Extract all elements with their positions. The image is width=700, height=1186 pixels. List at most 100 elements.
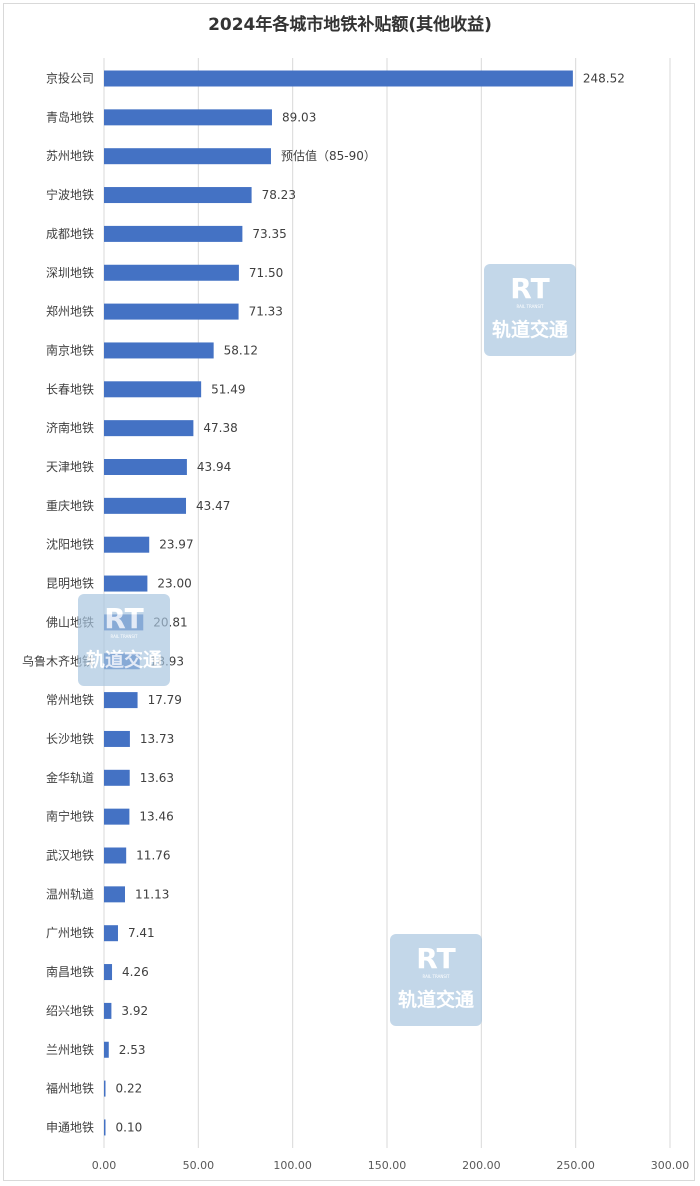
grid-layer [103, 58, 671, 1148]
bar [104, 342, 214, 359]
watermark-text: 轨道交通 [492, 318, 569, 341]
bar [104, 730, 130, 747]
x-tick-label: 0.00 [92, 1159, 117, 1172]
bar [104, 420, 194, 437]
data-label: 4.26 [122, 965, 149, 979]
data-label: 248.52 [583, 72, 625, 86]
bar [104, 459, 187, 475]
category-label: 南宁地铁 [46, 809, 94, 824]
watermark-text: 轨道交通 [86, 648, 163, 671]
bar-layer [104, 70, 573, 1136]
data-label: 0.22 [116, 1082, 143, 1096]
category-label: 京投公司 [46, 71, 94, 86]
data-label: 71.33 [249, 305, 283, 319]
category-label: 温州轨道 [46, 887, 94, 901]
data-label: 71.50 [249, 266, 283, 280]
data-label: 2.53 [119, 1043, 146, 1057]
x-tick-label: 150.00 [368, 1159, 407, 1172]
bar [104, 187, 252, 204]
data-label: 89.03 [282, 110, 316, 124]
bar [104, 264, 239, 281]
category-label: 武汉地铁 [46, 849, 94, 863]
data-label: 73.35 [252, 227, 286, 241]
bar [104, 1119, 106, 1136]
data-label: 17.79 [148, 693, 182, 707]
category-label: 苏州地铁 [46, 149, 94, 163]
bar [104, 575, 148, 592]
category-label: 南昌地铁 [46, 964, 94, 979]
data-label: 47.38 [203, 421, 237, 435]
x-tick-label: 100.00 [273, 1159, 312, 1172]
category-label: 广州地铁 [46, 926, 94, 940]
bar [104, 70, 573, 87]
watermark-background [78, 594, 170, 686]
bar [104, 808, 130, 825]
category-label: 申通地铁 [46, 1120, 94, 1134]
category-label: 深圳地铁 [46, 266, 94, 280]
category-label: 重庆地铁 [46, 499, 94, 513]
data-label: 51.49 [211, 382, 245, 396]
bar [104, 886, 125, 903]
bar [104, 1080, 106, 1097]
category-label: 兰州地铁 [46, 1043, 94, 1057]
x-tick-label: 50.00 [183, 1159, 215, 1172]
bar [104, 964, 113, 981]
watermark-background [390, 934, 482, 1026]
category-label: 长沙地铁 [46, 732, 94, 746]
category-label: 成都地铁 [46, 227, 94, 241]
watermark-text: 轨道交通 [398, 988, 475, 1011]
data-label: 43.94 [197, 460, 231, 474]
data-label: 13.46 [139, 810, 173, 824]
category-label: 郑州地铁 [46, 304, 94, 319]
category-label: 绍兴地铁 [46, 1004, 94, 1018]
data-label: 13.73 [140, 732, 174, 746]
bar [104, 769, 130, 786]
bar [104, 1002, 112, 1019]
chart-frame [3, 3, 695, 1181]
watermark-background [484, 264, 576, 356]
category-label: 南京地铁 [46, 342, 94, 357]
category-label: 济南地铁 [46, 420, 94, 435]
category-label: 福州地铁 [46, 1081, 94, 1096]
category-label: 天津地铁 [46, 460, 94, 474]
bar [104, 536, 150, 553]
category-label: 青岛地铁 [46, 109, 94, 124]
data-label: 11.13 [135, 887, 169, 901]
bar [104, 847, 127, 864]
bar [104, 692, 138, 709]
data-label: 7.41 [128, 926, 155, 940]
category-label: 宁波地铁 [46, 187, 94, 202]
category-label: 昆明地铁 [46, 577, 94, 591]
data-label: 23.00 [157, 577, 191, 591]
watermark-subtitle: RAIL TRANSIT [517, 304, 545, 309]
x-tick-label: 200.00 [462, 1159, 501, 1172]
bar [104, 109, 272, 126]
category-label: 沈阳地铁 [46, 537, 94, 552]
data-label: 23.97 [159, 538, 193, 552]
bar [104, 303, 239, 320]
watermark-subtitle: RAIL TRANSIT [111, 634, 139, 639]
data-label: 11.76 [136, 849, 170, 863]
data-label: 43.47 [196, 499, 230, 513]
bar [104, 381, 202, 398]
watermark-letters: RT [104, 602, 143, 635]
bar [104, 497, 187, 514]
data-label: 13.63 [140, 771, 174, 785]
category-label: 金华轨道 [46, 770, 94, 785]
category-label: 长春地铁 [46, 382, 94, 396]
data-label: 预估值（85-90） [281, 148, 376, 163]
x-tick-label: 250.00 [556, 1159, 595, 1172]
category-label: 乌鲁木齐地铁 [22, 653, 94, 668]
x-tick-label: 300.00 [651, 1159, 690, 1172]
data-label: 3.92 [121, 1004, 148, 1018]
bar [104, 225, 243, 242]
watermark-letters: RT [510, 272, 549, 305]
category-label: 常州地铁 [46, 693, 94, 707]
bar [104, 925, 118, 942]
watermark-subtitle: RAIL TRANSIT [423, 974, 451, 979]
